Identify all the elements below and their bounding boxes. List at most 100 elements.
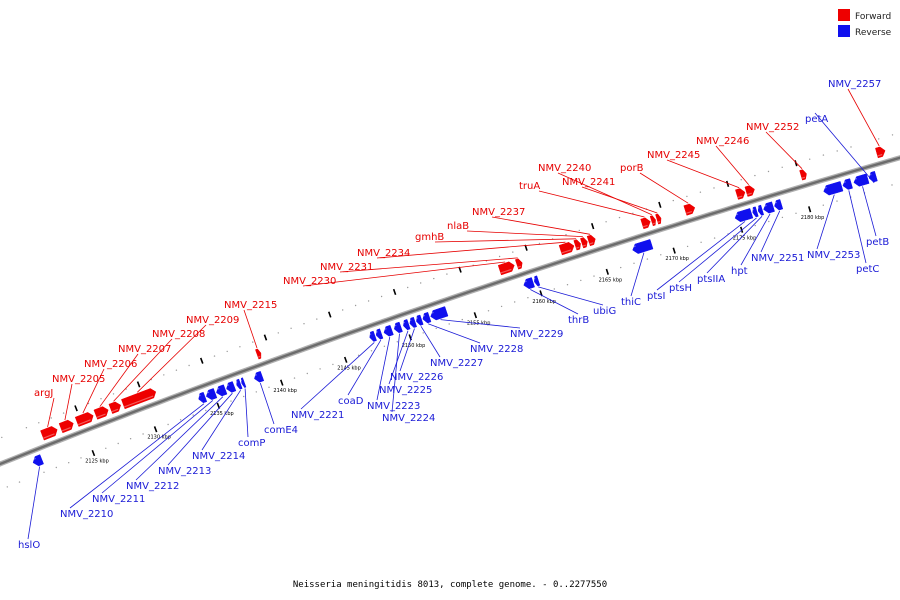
minor-tick <box>342 309 344 311</box>
reverse-gene-ptsh[interactable] <box>752 206 759 218</box>
reverse-gene-come4[interactable] <box>254 370 265 383</box>
reverse-gene-hslo[interactable] <box>32 454 44 467</box>
reverse-gene-comp[interactable] <box>240 377 247 388</box>
gene-label-thrb: thrB <box>568 315 589 326</box>
leader-line <box>581 186 658 214</box>
gene-label-nmv-2205: NMV_2205 <box>52 374 105 385</box>
forward-gene-nmv-2209[interactable] <box>121 388 157 410</box>
major-tick <box>136 381 141 388</box>
major-tick <box>328 311 332 318</box>
minor-tick <box>822 204 824 206</box>
reverse-gene-nmv-2224[interactable] <box>394 321 403 334</box>
reverse-gene-nmv-2227[interactable] <box>416 314 424 326</box>
minor-tick <box>713 237 716 239</box>
reverse-gene-nmv-2221[interactable] <box>369 330 377 342</box>
reverse-gene-nmv-2251[interactable] <box>774 199 784 211</box>
gene-label-nmv-2252: NMV_2252 <box>746 122 799 133</box>
reverse-gene-nmv-2253[interactable] <box>823 181 844 196</box>
reverse-gene-nmv-2213[interactable] <box>226 381 237 393</box>
gene-highlight <box>393 324 397 327</box>
leader-line <box>491 216 591 235</box>
reverse-gene-nmv-2225[interactable] <box>403 319 411 331</box>
leader-line <box>101 400 214 494</box>
reverse-gene-thrb[interactable] <box>523 277 535 290</box>
minor-tick <box>700 241 702 243</box>
reverse-gene-petc[interactable] <box>842 178 853 190</box>
reverse-gene-nmv-2211[interactable] <box>206 388 218 400</box>
forward-gene-nmv-2207[interactable] <box>93 406 109 420</box>
forward-gene-nmv-2241[interactable] <box>655 213 662 225</box>
reverse-gene-hpt[interactable] <box>763 201 775 214</box>
leader-line <box>69 403 205 509</box>
forward-gene-gmhb[interactable] <box>573 239 581 251</box>
reverse-gene-coad[interactable] <box>375 328 384 340</box>
forward-gene-nmv-2231[interactable] <box>514 258 523 270</box>
minor-tick <box>593 275 595 277</box>
leader-line <box>862 186 877 237</box>
forward-gene-nmv-2215[interactable] <box>255 348 262 360</box>
minor-tick <box>605 221 607 223</box>
minor-tick <box>618 216 621 219</box>
minor-tick <box>433 277 435 280</box>
tick-label: 2180 kbp <box>801 215 825 221</box>
forward-gene-nlab[interactable] <box>580 237 588 249</box>
minor-tick <box>243 395 245 398</box>
gene-label-nmv-2231: NMV_2231 <box>320 262 373 273</box>
tick-label: 2150 kbp <box>402 343 426 349</box>
leader-line <box>64 383 73 421</box>
leader-line <box>530 289 579 315</box>
leader-line <box>420 326 441 358</box>
reverse-gene-peta[interactable] <box>868 170 878 183</box>
reverse-gene-nmv-2212[interactable] <box>216 384 228 397</box>
gene-label-ptsiia: ptsIIA <box>697 274 725 285</box>
forward-gene-nmv-2252[interactable] <box>799 169 807 181</box>
minor-tick <box>396 341 398 343</box>
reverse-gene-nmv-2214[interactable] <box>236 378 243 390</box>
reverse-gene-nmv-2229[interactable] <box>430 306 449 321</box>
forward-gene-porb[interactable] <box>683 203 696 216</box>
leader-line <box>538 286 604 306</box>
minor-tick <box>514 301 516 303</box>
gene-label-nmv-2241: NMV_2241 <box>562 177 615 188</box>
forward-gene-nmv-2206[interactable] <box>74 412 94 427</box>
forward-gene-nmv-2240[interactable] <box>649 215 656 227</box>
minor-tick <box>255 391 257 393</box>
reverse-gene-thic[interactable] <box>632 239 654 254</box>
reverse-gene-ptsi[interactable] <box>734 208 754 223</box>
forward-gene-nmv-2208[interactable] <box>108 401 122 414</box>
minor-tick <box>383 345 386 347</box>
gene-highlight <box>582 244 586 247</box>
forward-gene-nmv-2230[interactable] <box>497 261 515 276</box>
minor-tick <box>565 234 567 236</box>
minor-tick <box>822 154 825 156</box>
reverse-gene-petb[interactable] <box>853 173 870 187</box>
minor-tick <box>672 199 674 202</box>
reverse-gene-nmv-2210[interactable] <box>198 391 208 404</box>
minor-tick <box>620 266 622 269</box>
leader-line <box>339 257 518 273</box>
gene-highlight <box>421 314 426 317</box>
forward-gene-nmv-2245[interactable] <box>735 188 746 200</box>
minor-tick <box>754 224 756 227</box>
leader-line <box>630 252 645 297</box>
leader-line <box>391 333 400 413</box>
forward-gene-argj[interactable] <box>40 426 58 441</box>
forward-gene-nmv-2237[interactable] <box>586 234 596 247</box>
forward-gene-nmv-2246[interactable] <box>744 185 755 197</box>
reverse-gene-ubig[interactable] <box>534 275 541 287</box>
minor-tick <box>566 284 569 286</box>
gene-highlight <box>253 374 258 377</box>
reverse-gene-ptsiia[interactable] <box>757 204 765 216</box>
label-layer: argJ NMV_2205 NMV_2206 NMV_2207 NMV_2208 NMV_… <box>18 79 889 551</box>
reverse-gene-nmv-2226[interactable] <box>409 316 418 328</box>
minor-tick <box>380 295 383 298</box>
forward-gene-trua[interactable] <box>640 217 651 230</box>
tick-label: 2175 kbp <box>733 235 757 241</box>
forward-gene-nmv-2205[interactable] <box>58 419 74 434</box>
reverse-gene-nmv-2228[interactable] <box>422 311 432 324</box>
minor-tick <box>167 423 169 426</box>
reverse-gene-nmv-2223[interactable] <box>383 324 394 337</box>
gene-label-nmv-2251: NMV_2251 <box>751 253 804 264</box>
forward-gene-nmv-2234[interactable] <box>558 242 575 256</box>
forward-gene-nmv-2257[interactable] <box>875 146 886 159</box>
